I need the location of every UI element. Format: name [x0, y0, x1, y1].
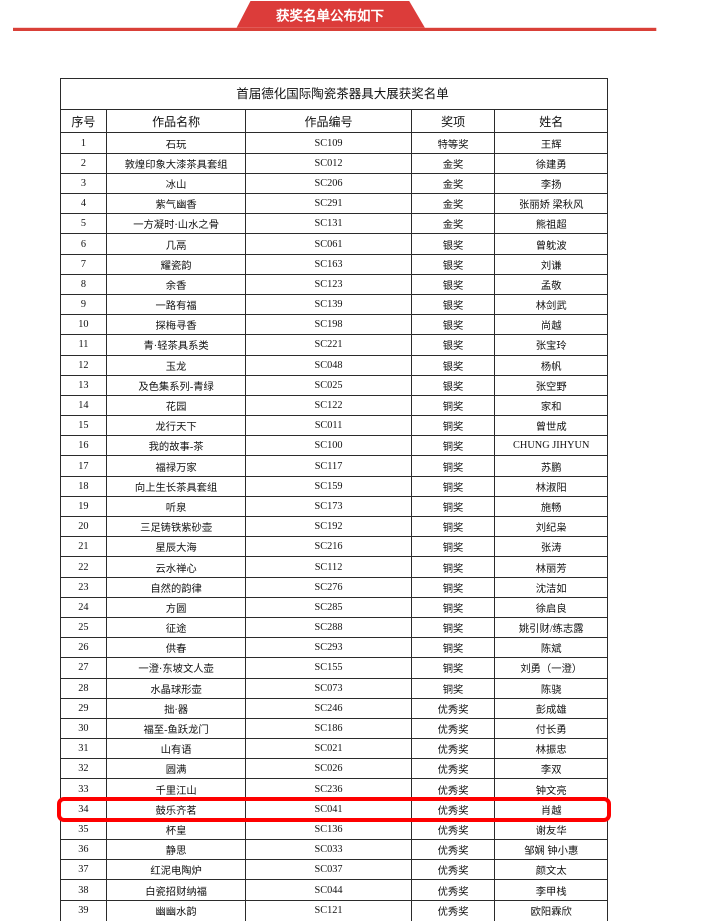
svg-text:获奖名单公布如下: 获奖名单公布如下: [276, 8, 384, 24]
